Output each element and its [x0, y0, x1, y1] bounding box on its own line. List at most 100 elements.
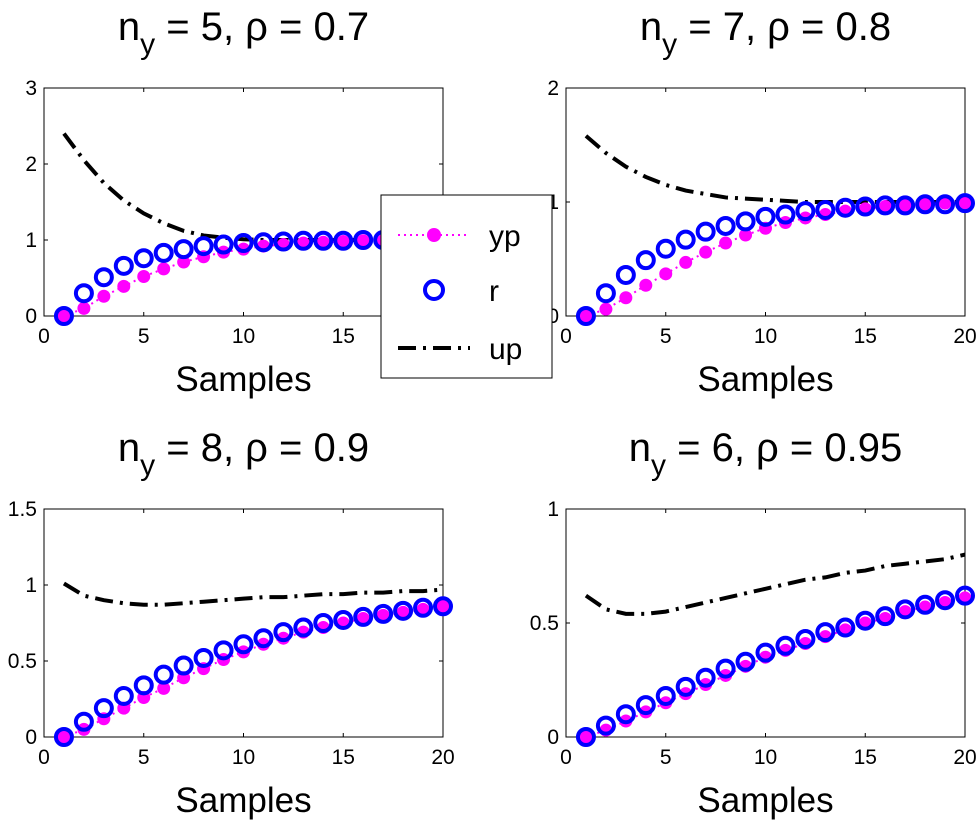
x-tick-label: 10: [754, 325, 777, 348]
x-tick-label: 20: [431, 746, 454, 769]
y-tick-label: 1: [25, 229, 37, 252]
r-point: [695, 667, 716, 688]
r-point: [915, 194, 936, 215]
title-rest: = 5, ρ = 0.7: [155, 5, 369, 49]
legend: yp r up: [380, 194, 553, 379]
x-tick-label: 10: [232, 325, 255, 348]
r-point: [213, 234, 234, 255]
yp-point: [918, 197, 932, 211]
x-axis-label: Samples: [697, 781, 833, 820]
yp-point: [157, 681, 171, 695]
r-point: [293, 230, 314, 251]
yp-point: [157, 262, 171, 276]
r-point: [213, 640, 234, 661]
r-point: [675, 676, 696, 697]
yp-point: [177, 255, 191, 269]
r-point: [313, 613, 334, 633]
r-point: [233, 634, 254, 655]
x-tick-label: 20: [953, 746, 976, 769]
x-tick-label: 5: [660, 325, 672, 348]
yp-point: [356, 234, 370, 248]
yp-point: [356, 611, 370, 625]
yp-point: [396, 605, 410, 619]
yp-point: [878, 200, 892, 214]
r-point: [73, 283, 94, 304]
title-subscript: y: [662, 28, 677, 61]
r-point: [915, 594, 936, 615]
r-point: [93, 267, 114, 288]
r-point: [875, 606, 896, 627]
title-rest: = 6, ρ = 0.95: [666, 426, 902, 470]
r-point: [153, 664, 174, 685]
r-point: [815, 199, 836, 220]
x-tick-label: 5: [138, 746, 150, 769]
r-point: [715, 658, 736, 679]
x-axis-label: Samples: [697, 360, 833, 399]
x-tick-label: 5: [660, 746, 672, 769]
r-point: [53, 306, 74, 326]
subplot-4: 0 5 10 15 20 0 0.5 1 Samples ny = 6, ρ = 0.95: [530, 426, 977, 820]
x-tick-label: 0: [38, 746, 50, 769]
r-point: [193, 647, 214, 668]
r-point: [153, 242, 174, 263]
y-tick-label: 3: [25, 77, 37, 100]
title-n: n: [118, 426, 140, 470]
r-point: [133, 675, 154, 696]
yp-point: [699, 245, 713, 259]
yp-point: [958, 196, 972, 210]
r-point: [253, 628, 274, 649]
yp-point: [57, 730, 71, 744]
yp-point: [659, 267, 673, 281]
title-subscript: y: [651, 449, 666, 482]
y-tick-label: 0: [25, 305, 37, 328]
title-rest: = 8, ρ = 0.9: [155, 426, 369, 470]
x-tick-label: 0: [38, 325, 50, 348]
x-axis-label: Samples: [175, 360, 311, 399]
x-tick-label: 15: [854, 325, 877, 348]
x-tick-label: 10: [232, 746, 255, 769]
r-point: [835, 197, 856, 218]
r-point: [353, 606, 374, 627]
r-point: [795, 201, 816, 222]
yp-point: [416, 602, 430, 616]
yp-point: [376, 608, 390, 622]
legend-r-marker: [423, 279, 445, 301]
r-point: [755, 206, 776, 227]
y-tick-label: 1: [547, 498, 559, 521]
x-axis-label: Samples: [175, 781, 311, 820]
y-tick-label: 0: [25, 726, 37, 749]
title-n: n: [629, 426, 651, 470]
r-point: [333, 609, 354, 630]
r-point: [655, 685, 676, 706]
subplot-1: 051015200123Samplesny = 5, ρ = 0.7: [25, 5, 454, 399]
r-point: [955, 585, 975, 606]
r-point: [695, 221, 716, 242]
yp-point: [619, 291, 633, 305]
r-point: [333, 230, 354, 251]
r-point: [635, 695, 656, 716]
yp-point: [97, 289, 111, 303]
yp-point: [739, 228, 753, 242]
title-subscript: y: [140, 28, 155, 61]
r-point: [595, 283, 616, 304]
legend-label-r: r: [489, 275, 499, 308]
y-tick-label: 1.5: [8, 498, 37, 521]
x-tick-label: 10: [754, 746, 777, 769]
r-point: [655, 238, 676, 259]
r-point: [875, 195, 896, 216]
r-point: [413, 597, 434, 618]
x-tick-label: 15: [332, 746, 355, 769]
subplot-title: ny = 6, ρ = 0.95: [629, 426, 903, 482]
r-point: [755, 642, 776, 663]
r-point: [173, 239, 194, 260]
r-point: [595, 715, 616, 736]
r-point: [615, 264, 636, 285]
legend-label-up: up: [489, 333, 522, 366]
r-point: [775, 635, 796, 656]
r-point: [955, 193, 975, 214]
r-point: [113, 255, 134, 276]
yp-point: [117, 279, 131, 293]
yp-point: [579, 309, 593, 323]
subplot-title: ny = 5, ρ = 0.7: [118, 5, 369, 61]
r-point: [895, 195, 916, 216]
